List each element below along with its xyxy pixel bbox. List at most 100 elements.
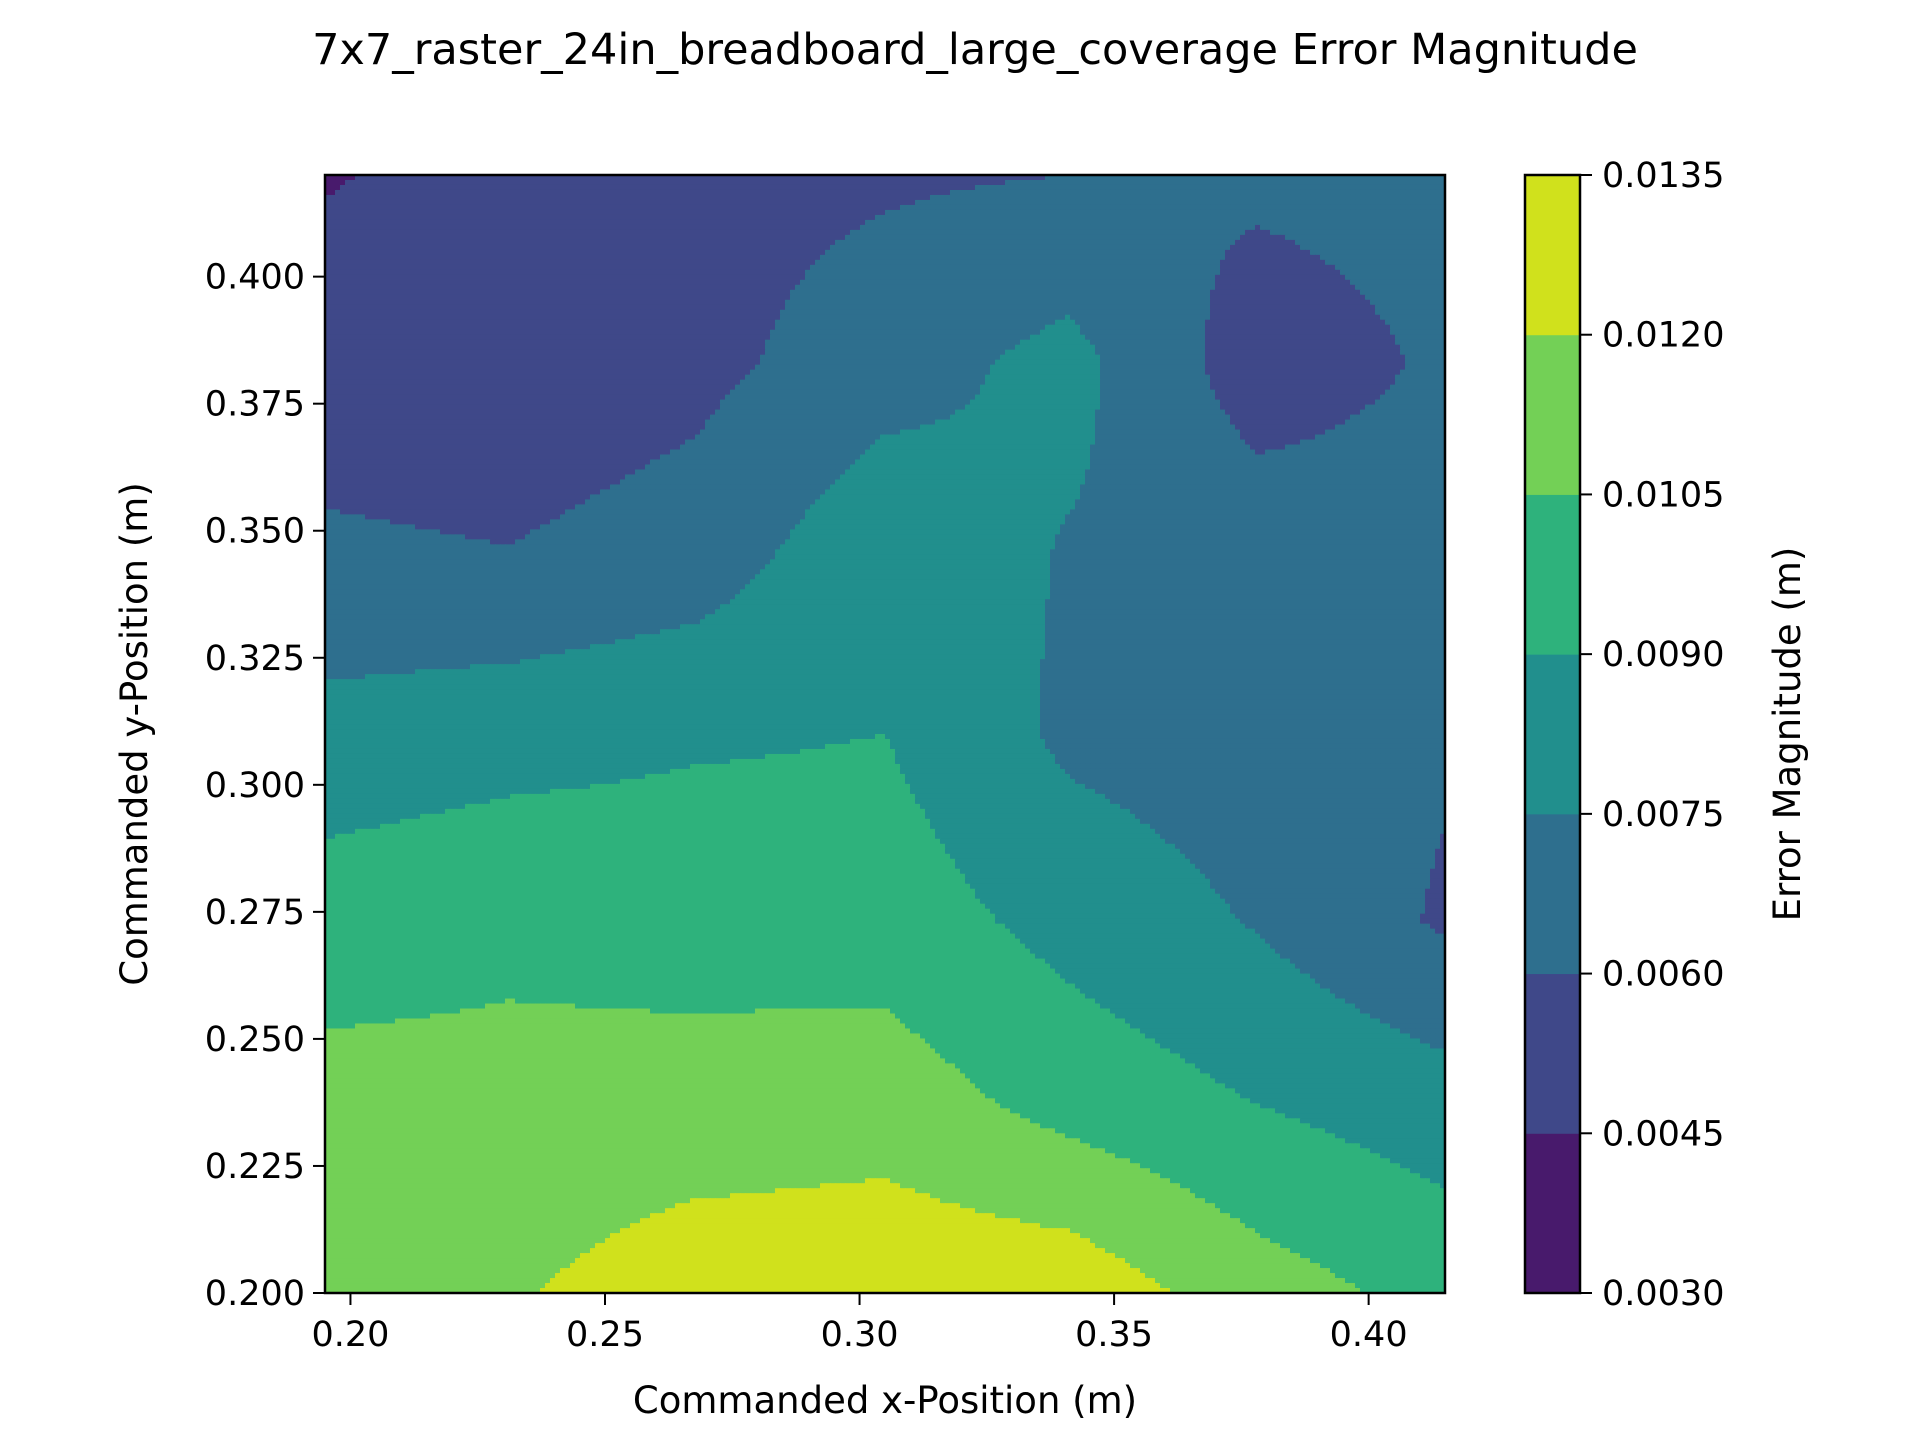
contour-cell — [1265, 260, 1271, 266]
contour-cell — [615, 220, 621, 226]
contour-cell — [1185, 245, 1191, 251]
contour-cell — [905, 180, 911, 186]
contour-cell — [1305, 210, 1311, 216]
contour-cell — [1335, 195, 1341, 201]
contour-cell — [760, 185, 766, 191]
contour-cell — [1010, 195, 1016, 201]
contour-cell — [865, 225, 871, 231]
contour-cell — [490, 255, 496, 261]
contour-cell — [1195, 255, 1201, 261]
contour-cell — [1160, 200, 1166, 206]
contour-cell — [1070, 250, 1076, 256]
contour-cell — [625, 240, 631, 246]
contour-cell — [1200, 210, 1206, 216]
contour-cell — [405, 200, 411, 206]
contour-cell — [1050, 265, 1056, 271]
contour-cell — [365, 235, 371, 241]
contour-cell — [905, 195, 911, 201]
contour-cell — [430, 225, 436, 231]
contour-cell — [725, 185, 731, 191]
contour-cell — [935, 230, 941, 236]
contour-cell — [910, 205, 916, 211]
contour-cell — [1275, 260, 1281, 266]
contour-cell — [1270, 260, 1276, 266]
contour-cell — [940, 180, 946, 186]
contour-cell — [525, 250, 531, 256]
contour-cell — [1180, 210, 1186, 216]
contour-cell — [1010, 260, 1016, 266]
contour-cell — [405, 270, 411, 276]
contour-cell — [995, 205, 1001, 211]
contour-cell — [1005, 235, 1011, 241]
contour-cell — [1370, 210, 1376, 216]
contour-cell — [635, 190, 641, 196]
contour-cell — [520, 235, 526, 241]
contour-cell — [1135, 235, 1141, 241]
contour-cell — [610, 215, 616, 221]
contour-cell — [1430, 245, 1436, 251]
contour-cell — [580, 185, 586, 191]
contour-cell — [490, 185, 496, 191]
contour-cell — [1395, 190, 1401, 196]
contour-cell — [1045, 235, 1051, 241]
contour-cell — [370, 265, 376, 271]
contour-cell — [1075, 240, 1081, 246]
contour-cell — [970, 190, 976, 196]
contour-cell — [1220, 215, 1226, 221]
contour-cell — [670, 245, 676, 251]
contour-cell — [590, 195, 596, 201]
contour-cell — [960, 180, 966, 186]
contour-cell — [465, 215, 471, 221]
contour-cell — [1070, 220, 1076, 226]
contour-cell — [590, 260, 596, 266]
contour-cell — [1255, 215, 1261, 221]
contour-cell — [795, 210, 801, 216]
contour-cell — [710, 210, 716, 216]
contour-cell — [775, 245, 781, 251]
contour-cell — [520, 220, 526, 226]
contour-cell — [1240, 255, 1246, 261]
contour-cell — [1395, 210, 1401, 216]
contour-cell — [810, 225, 816, 231]
contour-cell — [885, 180, 891, 186]
contour-cell — [445, 185, 451, 191]
contour-cell — [940, 215, 946, 221]
contour-cell — [1320, 250, 1326, 256]
contour-cell — [550, 215, 556, 221]
contour-cell — [815, 205, 821, 211]
contour-cell — [515, 265, 521, 271]
contour-cell — [525, 190, 531, 196]
contour-cell — [1360, 250, 1366, 256]
contour-cell — [1020, 255, 1026, 261]
contour-cell — [925, 240, 931, 246]
contour-cell — [910, 225, 916, 231]
contour-cell — [535, 270, 541, 276]
contour-cell — [1105, 250, 1111, 256]
contour-cell — [650, 200, 656, 206]
contour-cell — [1175, 265, 1181, 271]
contour-cell — [685, 210, 691, 216]
contour-cell — [535, 210, 541, 216]
contour-cell — [1360, 195, 1366, 201]
contour-cell — [450, 220, 456, 226]
contour-cell — [770, 260, 776, 266]
contour-cell — [1425, 245, 1431, 251]
contour-cell — [1330, 195, 1336, 201]
contour-cell — [780, 180, 786, 186]
contour-cell — [1020, 180, 1026, 186]
contour-cell — [630, 265, 636, 271]
contour-cell — [1390, 225, 1396, 231]
contour-cell — [380, 215, 386, 221]
contour-cell — [920, 195, 926, 201]
contour-cell — [1195, 185, 1201, 191]
contour-cell — [1120, 225, 1126, 231]
contour-cell — [930, 235, 936, 241]
contour-cell — [1035, 265, 1041, 271]
contour-cell — [1325, 200, 1331, 206]
contour-cell — [1075, 225, 1081, 231]
contour-cell — [1275, 200, 1281, 206]
contour-cell — [695, 240, 701, 246]
contour-cell — [435, 195, 441, 201]
contour-cell — [1170, 210, 1176, 216]
contour-cell — [625, 245, 631, 251]
